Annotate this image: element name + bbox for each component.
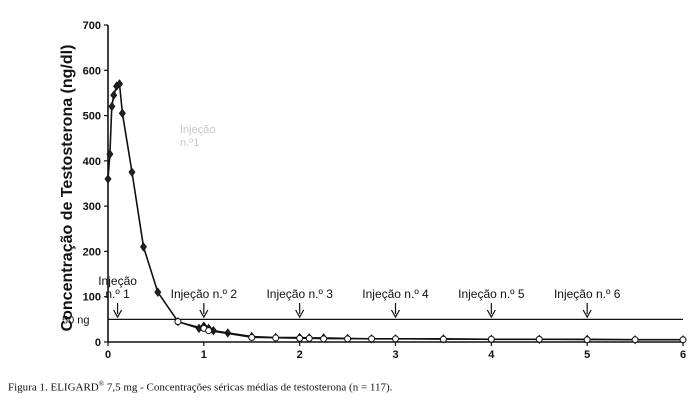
injection-label: Injeção n.º 3 xyxy=(266,287,333,301)
y-tick-label: 200 xyxy=(83,246,101,258)
y-tick-label: 400 xyxy=(83,156,101,168)
data-point-diamond xyxy=(154,287,162,297)
caption-prefix: Figura 1. ELIGARD xyxy=(8,381,99,394)
injection-label: Injeção n.º 4 xyxy=(362,287,429,301)
injection-arrow-head xyxy=(486,309,496,319)
reference-line-label: 50 ng xyxy=(62,314,90,326)
y-tick-label: 700 xyxy=(83,20,101,32)
data-point-diamond xyxy=(139,242,147,252)
x-tick-label: 6 xyxy=(680,349,686,361)
data-point-circle xyxy=(272,334,280,342)
y-tick-label: 0 xyxy=(95,337,101,349)
injection-label: n.º 1 xyxy=(105,287,130,301)
x-tick-label: 2 xyxy=(297,349,303,361)
figure-caption: Figura 1. ELIGARD® 7,5 mg - Concentraçõe… xyxy=(8,380,392,394)
tick-group: 0 100 200 300 400 500 600 700 0 1 2 3 4 5 6 xyxy=(83,20,686,361)
data-point-circle xyxy=(535,335,543,343)
data-point-circle xyxy=(205,327,213,335)
data-point-circle xyxy=(305,334,313,342)
x-tick-label: 3 xyxy=(392,349,398,361)
data-point-diamond xyxy=(224,328,232,338)
data-point-diamond xyxy=(108,101,116,112)
data-point-circle xyxy=(174,318,182,326)
y-tick-label: 100 xyxy=(83,292,101,304)
series-line xyxy=(107,82,683,341)
data-point-circle xyxy=(296,334,304,342)
data-point-diamond xyxy=(104,174,112,184)
y-tick-label: 300 xyxy=(83,201,101,213)
injection-arrow-head xyxy=(390,309,401,319)
injection-label: Injeção n.º 2 xyxy=(171,287,238,301)
injection-arrow-head xyxy=(113,309,123,319)
y-axis-label: Concentração de Testosterona (ng/dl) xyxy=(59,45,76,332)
data-point-circle xyxy=(439,335,447,343)
x-tick-label: 4 xyxy=(488,349,495,361)
data-point-circle xyxy=(631,336,639,344)
caption-text: 7,5 mg - Concentrações séricas médias de… xyxy=(104,381,393,394)
data-point-diamond xyxy=(110,90,118,100)
data-point-diamond xyxy=(118,108,126,118)
injection-arrow-head xyxy=(295,309,305,319)
data-point-circle xyxy=(368,335,376,343)
data-point-circle xyxy=(487,335,495,343)
data-point-diamond xyxy=(128,167,136,177)
faint-label: Injeção n.º1 xyxy=(180,124,215,149)
data-point-circle xyxy=(392,335,399,343)
y-tick-label: 500 xyxy=(83,111,101,123)
faint-label-line: Injeção xyxy=(180,124,215,136)
y-tick-label: 600 xyxy=(83,65,101,77)
data-point-circle xyxy=(679,336,687,344)
data-point-diamond xyxy=(116,79,123,89)
injection-label: Injeção n.º 6 xyxy=(554,287,621,301)
data-point-diamond xyxy=(106,149,114,159)
series-group xyxy=(104,79,687,345)
faint-label-line: n.º1 xyxy=(180,137,199,149)
injection-label: Injeção xyxy=(98,274,137,288)
reference-line-group: 50 ng xyxy=(62,314,683,326)
caption-registered-mark: ® xyxy=(98,380,105,388)
data-point-circle xyxy=(320,335,328,343)
injection-arrow-head xyxy=(582,309,592,319)
data-point-circle xyxy=(344,335,352,343)
x-tick-label: 1 xyxy=(201,349,207,361)
injection-label: Injeção n.º 5 xyxy=(458,287,525,301)
x-tick-label: 0 xyxy=(105,349,111,361)
data-point-circle xyxy=(583,336,591,344)
data-point-circle xyxy=(248,333,256,341)
x-tick-label: 5 xyxy=(584,349,590,361)
injection-arrow-head xyxy=(199,309,209,319)
